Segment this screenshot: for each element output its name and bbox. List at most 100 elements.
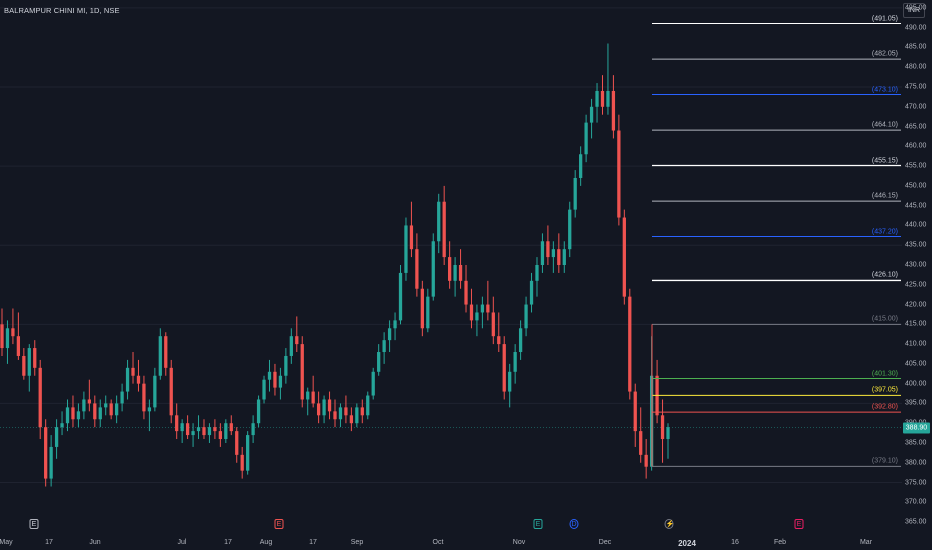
currency-button[interactable]: INR (903, 3, 925, 18)
candle (366, 391, 370, 420)
candle (338, 403, 343, 428)
candle-body (322, 399, 326, 416)
candle-body (54, 427, 59, 447)
candle-body (175, 415, 179, 432)
candle-body (475, 312, 479, 321)
dividend-event-icon[interactable]: D (569, 519, 579, 529)
candle (273, 363, 277, 396)
candle-body (71, 407, 75, 420)
candle (622, 209, 626, 305)
candle-body (611, 90, 616, 131)
time-axis[interactable] (0, 530, 932, 550)
candle (573, 170, 577, 218)
candle (136, 359, 141, 392)
candle-body (218, 431, 222, 440)
candle-body (93, 403, 97, 420)
price-tick-label: 460.00 (905, 142, 927, 150)
time-label: Feb (773, 539, 787, 546)
candle-body (393, 320, 397, 329)
candle (38, 359, 42, 440)
candle-body (349, 415, 354, 424)
candle-body (300, 344, 304, 400)
time-label: 16 (731, 539, 739, 546)
candle (22, 348, 26, 380)
candle-body (60, 423, 64, 428)
candle (497, 312, 501, 353)
candle-body (540, 241, 545, 265)
candle (65, 399, 70, 432)
price-tick-label: 490.00 (905, 24, 927, 32)
candle-body (289, 336, 293, 356)
candle-body (87, 399, 91, 404)
symbol-title[interactable]: BALRAMPUR CHINI MI, 1D, NSE (4, 6, 120, 15)
price-chart[interactable] (0, 0, 902, 530)
level-label: (397.05) (871, 386, 898, 394)
candle (639, 407, 643, 463)
candle-body (360, 407, 364, 416)
candle-body (420, 288, 424, 329)
candle (344, 395, 348, 424)
earnings-event-icon[interactable]: E (29, 519, 39, 529)
candle-body (153, 375, 157, 408)
candle-body (158, 336, 162, 376)
candle (153, 367, 157, 412)
candle (486, 280, 490, 321)
candle (322, 395, 326, 424)
candle (169, 359, 173, 424)
candle-body (65, 407, 70, 424)
candle-body (344, 407, 348, 416)
grid-lines (0, 7, 902, 484)
candle (278, 367, 283, 400)
candle-body (497, 336, 501, 345)
candle (109, 399, 113, 420)
candle-body (595, 90, 599, 107)
candle-body (415, 249, 419, 289)
candle-body (98, 407, 102, 420)
candle-body (639, 431, 643, 455)
level-label: (426.10) (871, 271, 898, 279)
candle (16, 312, 21, 360)
candle (240, 446, 244, 479)
price-tick-label: 440.00 (905, 221, 927, 229)
candle (562, 241, 566, 273)
candle (267, 359, 272, 392)
candle (371, 367, 375, 400)
candle-body (600, 90, 605, 107)
earnings-event-icon[interactable]: E (274, 519, 284, 529)
candle-body (136, 375, 141, 384)
candle (633, 383, 637, 447)
candle (349, 407, 354, 432)
earnings-event-icon[interactable]: E (533, 519, 543, 529)
level-label: (446.15) (871, 192, 898, 200)
candle (360, 399, 364, 424)
candle (224, 419, 228, 443)
earnings-event-icon[interactable]: E (794, 519, 804, 529)
candle (458, 249, 463, 289)
price-tick-label: 480.00 (905, 63, 927, 71)
split-event-icon[interactable]: ⚡ (664, 519, 675, 529)
candle-body (442, 201, 446, 258)
level-label: (379.10) (871, 457, 898, 465)
candle (27, 344, 31, 392)
candle (71, 395, 75, 428)
candlestick-series (0, 43, 670, 487)
candle (557, 233, 561, 273)
level-label: (437.20) (871, 228, 898, 236)
candle-body (191, 431, 195, 436)
candle-body (404, 225, 408, 273)
candle-body (366, 395, 370, 416)
candle-body (584, 122, 588, 155)
candle (202, 419, 206, 440)
candle (415, 233, 419, 297)
candle-body (16, 336, 21, 356)
candle-body (235, 431, 239, 455)
candle (551, 241, 555, 273)
candle (409, 201, 414, 258)
candle-body (666, 427, 670, 440)
candle (606, 43, 610, 115)
candle (464, 265, 468, 313)
candle (453, 257, 457, 297)
candle-body (147, 407, 152, 412)
candle-body (557, 249, 561, 265)
price-tick-label: 445.00 (905, 202, 927, 210)
